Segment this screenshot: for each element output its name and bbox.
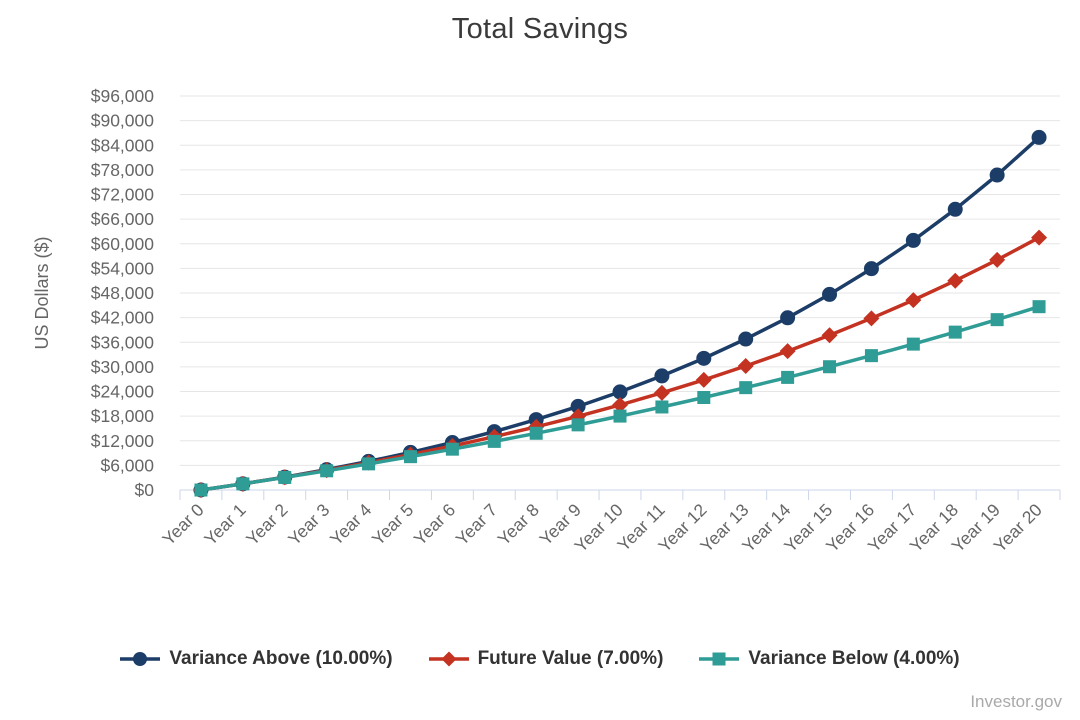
x-axis-tick-label: Year 0 — [158, 500, 208, 550]
data-point-s1-y19[interactable] — [989, 167, 1005, 183]
y-axis-tick-label: $84,000 — [91, 135, 155, 155]
data-point-s3-y19[interactable] — [990, 313, 1004, 327]
data-point-s2-y20[interactable] — [1031, 229, 1048, 246]
data-point-s1-y9[interactable] — [570, 398, 586, 414]
data-point-s3-y16[interactable] — [864, 349, 878, 363]
data-point-s2-y17[interactable] — [905, 292, 922, 309]
data-point-s1-y11[interactable] — [654, 368, 670, 384]
data-point-s3-y2[interactable] — [278, 470, 292, 484]
y-axis-tick-label: $30,000 — [91, 357, 155, 377]
data-point-s2-y14[interactable] — [779, 343, 796, 360]
data-point-s3-y7[interactable] — [487, 434, 501, 448]
data-point-s1-y15[interactable] — [822, 286, 838, 302]
circle-legend-marker-icon — [120, 652, 161, 666]
x-axis-tick-label: Year 4 — [326, 500, 376, 550]
data-point-s3-y11[interactable] — [655, 400, 669, 414]
series-line-2 — [199, 235, 1041, 492]
x-axis-tick-label: Year 6 — [410, 500, 459, 549]
y-axis-title: US Dollars ($) — [32, 236, 52, 349]
y-axis-tick-label: $78,000 — [91, 160, 155, 180]
y-axis-tick-label: $12,000 — [91, 431, 155, 451]
data-point-s1-y10[interactable] — [612, 384, 628, 400]
data-point-s2-y11[interactable] — [653, 384, 670, 401]
data-point-s3-y10[interactable] — [613, 409, 627, 423]
legend-item-2[interactable]: Future Value (7.00%) — [428, 648, 664, 670]
x-axis-tick-label: Year 8 — [494, 500, 543, 549]
data-point-s3-y20[interactable] — [1032, 300, 1046, 314]
diamond-legend-marker-icon — [428, 651, 469, 667]
y-axis-tick-label: $66,000 — [91, 209, 155, 229]
x-axis-tick-label: Year 5 — [368, 500, 417, 549]
data-point-s3-y18[interactable] — [948, 325, 962, 339]
data-point-s2-y18[interactable] — [947, 272, 964, 289]
data-point-s2-y16[interactable] — [863, 310, 880, 327]
y-axis-tick-label: $42,000 — [91, 308, 155, 328]
x-axis-tick-label: Year 7 — [452, 500, 501, 549]
y-axis-tick-label: $60,000 — [91, 234, 155, 254]
data-point-s1-y17[interactable] — [905, 232, 921, 248]
data-point-s1-y18[interactable] — [947, 201, 963, 217]
y-axis-tick-label: $24,000 — [91, 382, 155, 402]
data-point-s3-y9[interactable] — [571, 418, 585, 432]
data-point-s3-y13[interactable] — [739, 381, 753, 395]
y-axis-tick-label: $54,000 — [91, 258, 155, 278]
y-axis-tick-label: $36,000 — [91, 332, 155, 352]
data-point-s1-y20[interactable] — [1031, 129, 1047, 145]
legend: Variance Above (10.00%) Future Value (7.0… — [0, 648, 1080, 670]
credit-text: Investor.gov — [970, 692, 1062, 711]
y-axis-tick-label: $0 — [135, 480, 155, 500]
legend-label: Variance Above (10.00%) — [169, 648, 393, 669]
y-axis-tick-label: $96,000 — [91, 86, 155, 106]
square-legend-marker-icon — [699, 652, 740, 666]
y-axis-tick-label: $48,000 — [91, 283, 155, 303]
data-point-s1-y13[interactable] — [738, 331, 754, 347]
y-axis-tick-label: $90,000 — [91, 111, 155, 131]
legend-label: Future Value (7.00%) — [477, 648, 664, 669]
x-axis-tick-label: Year 1 — [200, 500, 249, 549]
data-point-s3-y4[interactable] — [362, 457, 376, 471]
x-axis-tick-label: Year 3 — [284, 500, 333, 549]
data-point-s1-y14[interactable] — [780, 310, 796, 326]
data-point-s3-y8[interactable] — [529, 426, 543, 440]
data-point-s1-y12[interactable] — [696, 350, 712, 366]
series-line-1 — [199, 135, 1041, 492]
data-point-s3-y1[interactable] — [236, 477, 250, 491]
y-axis-tick-label: $72,000 — [91, 185, 155, 205]
data-point-s2-y19[interactable] — [989, 251, 1006, 268]
plot-area: $0 $6,000 $12,000 $18,000 $24,000 $30,000 $36,… — [32, 86, 1061, 556]
data-point-s2-y12[interactable] — [695, 371, 712, 388]
y-axis-tick-label: $18,000 — [91, 406, 155, 426]
data-point-s3-y6[interactable] — [445, 442, 459, 456]
data-point-s1-y16[interactable] — [863, 261, 879, 277]
y-axis-tick-label: $6,000 — [100, 455, 154, 475]
data-point-s2-y15[interactable] — [821, 327, 838, 344]
data-point-s3-y0[interactable] — [194, 483, 208, 497]
data-point-s3-y17[interactable] — [906, 337, 920, 351]
legend-label: Variance Below (4.00%) — [748, 648, 960, 669]
chart-title: Total Savings — [451, 13, 629, 45]
data-point-s3-y15[interactable] — [823, 360, 837, 374]
data-point-s3-y5[interactable] — [403, 450, 417, 464]
data-point-s2-y10[interactable] — [612, 396, 628, 413]
x-axis-tick-label: Year 2 — [242, 500, 291, 549]
data-point-s2-y13[interactable] — [737, 358, 754, 375]
legend-item-3[interactable]: Variance Below (4.00%) — [699, 648, 960, 670]
legend-item-1[interactable]: Variance Above (10.00%) — [120, 648, 393, 670]
data-point-s3-y3[interactable] — [320, 464, 334, 478]
data-point-s3-y12[interactable] — [697, 390, 711, 404]
data-point-s3-y14[interactable] — [781, 370, 795, 384]
